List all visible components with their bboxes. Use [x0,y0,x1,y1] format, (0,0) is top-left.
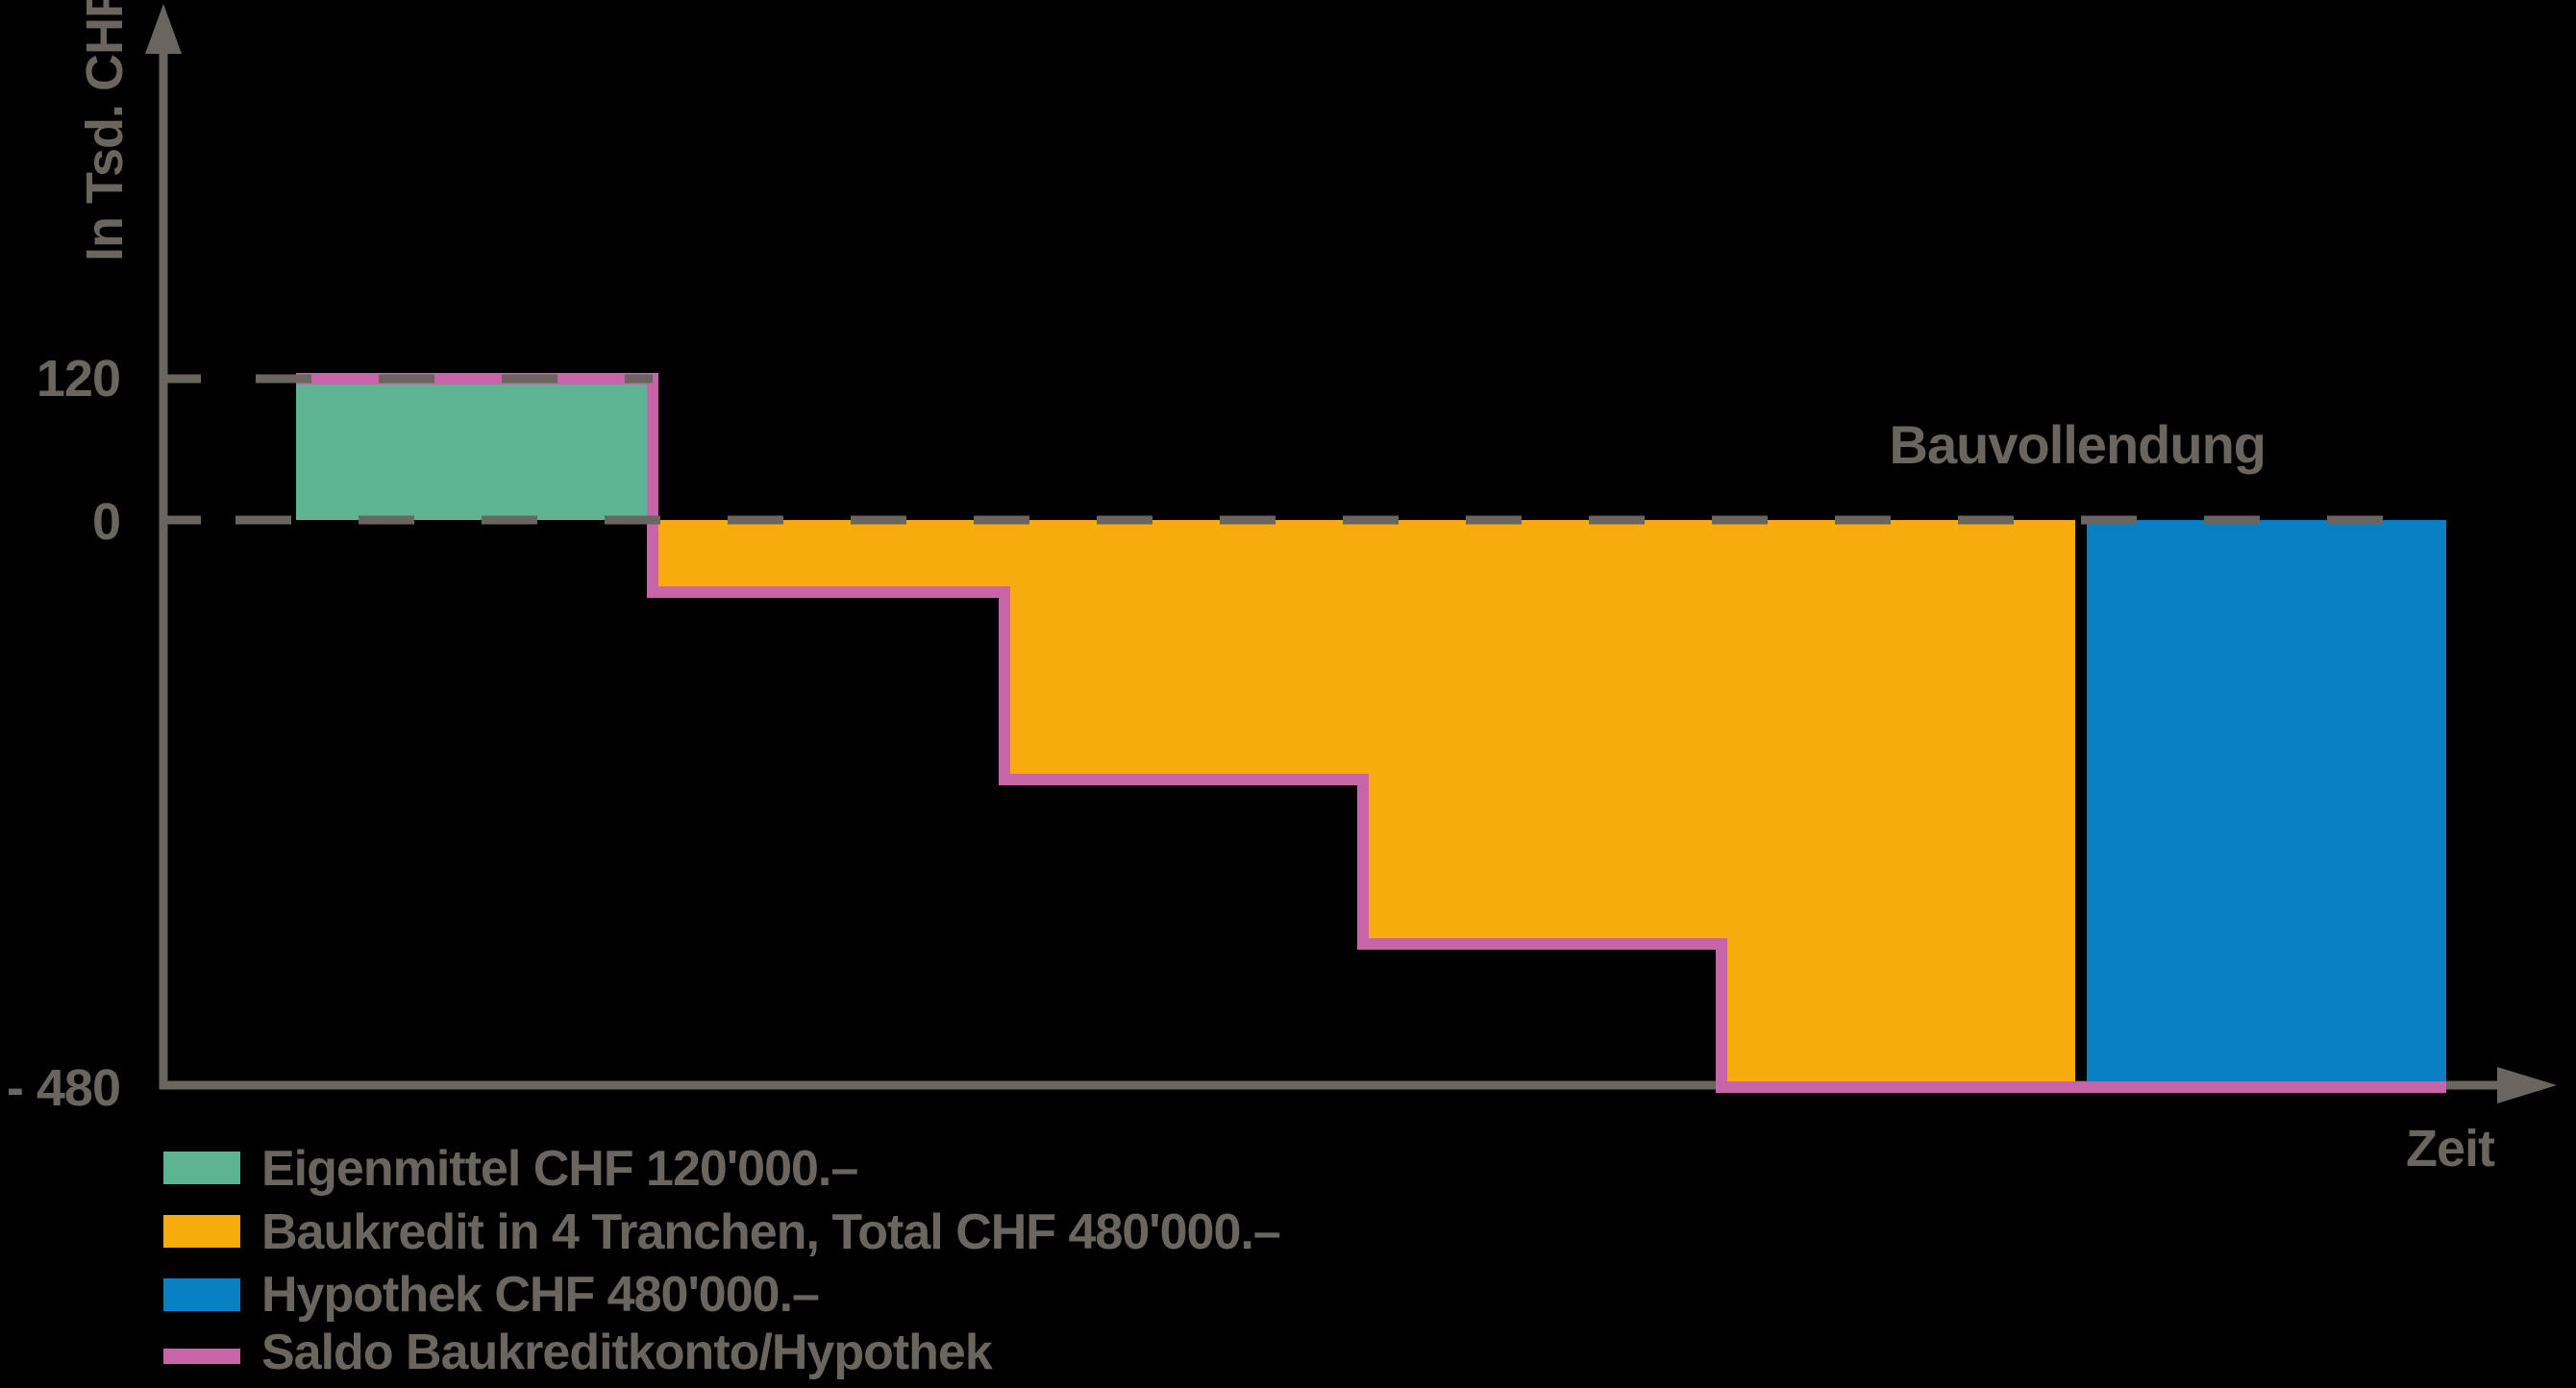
legend-swatch-pink [163,1349,240,1364]
series-fills-group [296,380,2446,1087]
y-tick-label-minus-480: - 480 [7,1059,120,1117]
legend-label-1: Baukredit in 4 Tranchen, Total CHF 480'0… [261,1204,1280,1260]
legend-swatch-blue [163,1278,240,1311]
legend-swatch-orange [163,1215,240,1248]
y-tick-label-120: 120 [37,350,120,408]
y-axis-title: In Tsd. CHF [76,0,134,261]
axis-labels-group: In Tsd. CHF 120 0 - 480 Bauvollendung Zeit [7,0,2496,1177]
legend-label-3: Saldo Baukreditkonto/Hypothek [261,1325,993,1380]
bauvollendung-annotation: Bauvollendung [1890,414,2266,475]
legend-label-0: Eigenmittel CHF 120'000.– [261,1141,857,1197]
legend-label-2: Hypothek CHF 480'000.– [261,1267,819,1323]
x-axis-arrowhead-icon [2497,1067,2557,1103]
legend-swatch-green [163,1152,240,1184]
y-axis-arrowhead-icon [145,4,182,54]
legend-group: Eigenmittel CHF 120'000.– Baukredit in 4 … [163,1141,1281,1380]
hypothek-bar [2087,520,2446,1087]
saldo-line-group [296,373,2446,1093]
y-tick-label-0: 0 [92,493,120,551]
x-axis-title: Zeit [2406,1120,2495,1177]
saldo-line [296,373,2446,1093]
eigenmittel-bar [296,380,653,520]
